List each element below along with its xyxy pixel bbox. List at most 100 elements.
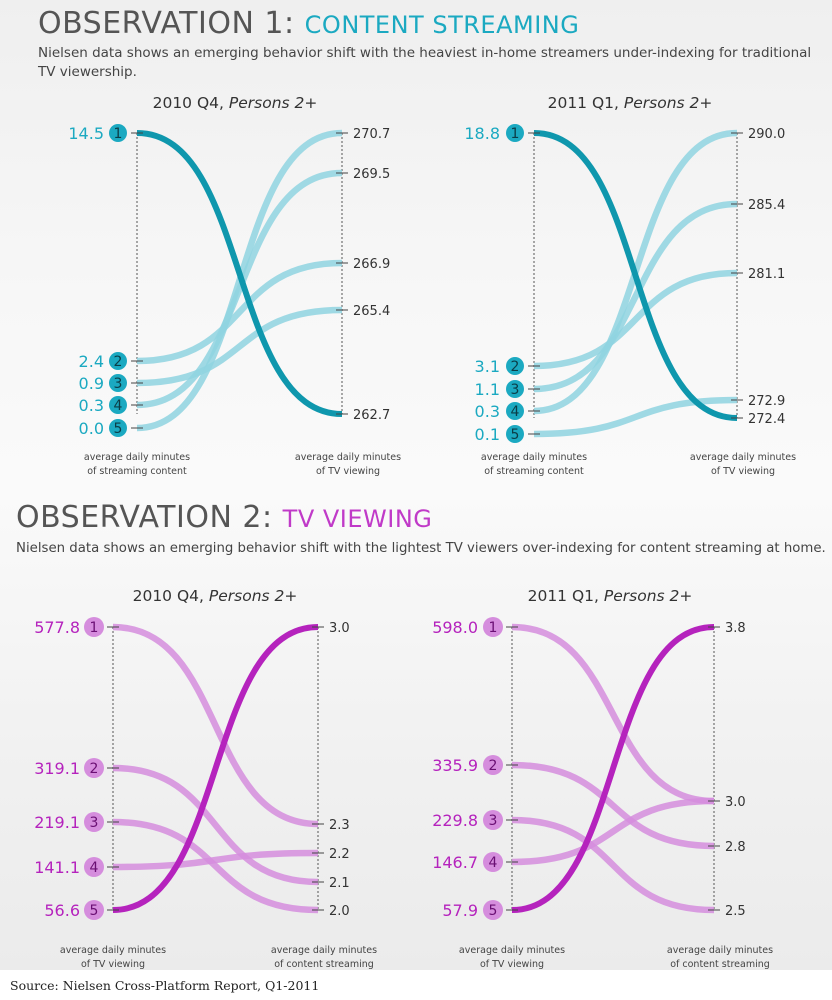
right-value-label: 2.3	[329, 818, 350, 833]
left-value-label: 56.6	[44, 901, 80, 920]
left-value-label: 0.9	[79, 374, 104, 393]
rank-badge	[109, 374, 127, 392]
right-value-label: 285.4	[748, 198, 785, 213]
left-value-label: 577.8	[34, 618, 80, 637]
rank-number: 3	[90, 815, 99, 831]
rank-number: 1	[90, 620, 99, 636]
right-value-label: 272.4	[748, 412, 785, 427]
link-rank-5	[112, 624, 319, 913]
right-value-label: 290.0	[748, 127, 785, 142]
left-value-label: 0.3	[475, 402, 500, 421]
left-axis-caption: of streaming content	[484, 466, 584, 477]
link-rank-1	[112, 623, 319, 828]
rank-number: 3	[489, 813, 498, 829]
rank-number: 2	[489, 758, 498, 774]
link-rank-4	[511, 797, 715, 866]
right-value-label: 3.8	[725, 621, 746, 636]
rank-badge	[483, 810, 503, 830]
chart-title-population: Persons 2+	[209, 587, 298, 605]
link-rank-1	[511, 623, 715, 805]
link-rank-3	[136, 306, 343, 387]
rank-badge	[506, 124, 524, 142]
link-rank-2	[511, 761, 715, 850]
chart-title: 2010 Q4, Persons 2+	[133, 587, 298, 605]
left-axis-caption: average daily minutes	[481, 452, 587, 463]
chart-title-period: 2010 Q4,	[153, 94, 229, 112]
right-value-label: 3.0	[725, 795, 746, 810]
rank-number: 3	[511, 382, 520, 398]
chart-title-period: 2011 Q1,	[548, 94, 624, 112]
right-value-label: 272.9	[748, 394, 785, 409]
observation-2-heading-accent: TV VIEWING	[282, 505, 433, 533]
left-value-label: 18.8	[464, 124, 500, 143]
right-value-label: 2.5	[725, 904, 746, 919]
chart-title: 2011 Q1, Persons 2+	[548, 94, 713, 112]
rank-badge	[506, 357, 524, 375]
rank-number: 2	[114, 354, 123, 370]
right-value-label: 269.5	[353, 167, 390, 182]
right-axis-caption: average daily minutes	[295, 452, 401, 463]
rank-number: 5	[90, 903, 99, 919]
right-value-label: 2.1	[329, 876, 350, 891]
left-value-label: 146.7	[432, 853, 478, 872]
rank-badge	[84, 758, 104, 778]
right-axis-caption: of TV viewing	[711, 466, 775, 477]
rank-badge	[109, 419, 127, 437]
rank-number: 5	[511, 427, 520, 443]
left-value-label: 141.1	[34, 858, 80, 877]
rank-badge	[84, 857, 104, 877]
link-rank-1	[533, 130, 738, 421]
observation-1-heading-prefix: OBSERVATION 1:	[38, 6, 295, 41]
observation-1-heading-accent: CONTENT STREAMING	[304, 11, 580, 39]
rank-badge	[84, 900, 104, 920]
rank-number: 3	[114, 376, 123, 392]
link-rank-5	[511, 624, 715, 913]
observation-2-description: Nielsen data shows an emerging behavior …	[16, 541, 826, 556]
chart-title-population: Persons 2+	[624, 94, 713, 112]
left-value-label: 0.1	[475, 425, 500, 444]
chart-title-period: 2011 Q1,	[528, 587, 604, 605]
right-axis-caption: average daily minutes	[667, 945, 773, 956]
slope-chart-2: 2011 Q1, Persons 2+ 1 18.8 2 3.1 3 1.1 4 0.3 5 0.1…	[464, 94, 796, 477]
left-value-label: 3.1	[475, 357, 500, 376]
chart-title-period: 2010 Q4,	[133, 587, 209, 605]
rank-badge	[506, 402, 524, 420]
right-value-label: 270.7	[353, 127, 390, 142]
link-rank-2	[533, 269, 738, 370]
rank-badge	[483, 617, 503, 637]
rank-number: 4	[511, 404, 520, 420]
right-value-label: 2.2	[329, 847, 350, 862]
rank-badge	[506, 425, 524, 443]
rank-number: 2	[511, 359, 520, 375]
rank-number: 1	[489, 620, 498, 636]
observation-2-heading: OBSERVATION 2: TV VIEWING	[16, 500, 432, 535]
chart-title: 2010 Q4, Persons 2+	[153, 94, 318, 112]
right-axis-caption: average daily minutes	[271, 945, 377, 956]
rank-badge	[109, 352, 127, 370]
link-rank-3	[511, 816, 715, 914]
rank-number: 1	[511, 126, 520, 142]
rank-number: 2	[90, 761, 99, 777]
right-axis-caption: of TV viewing	[316, 466, 380, 477]
rank-number: 4	[114, 398, 123, 414]
right-axis-caption: of content streaming	[274, 959, 374, 970]
left-axis-caption: average daily minutes	[84, 452, 190, 463]
slope-chart-3: 2010 Q4, Persons 2+ 1 577.8 2 319.1 3 219.1 4 14…	[34, 587, 377, 970]
left-value-label: 335.9	[432, 756, 478, 775]
chart-title: 2011 Q1, Persons 2+	[528, 587, 693, 605]
rank-number: 5	[489, 903, 498, 919]
left-value-label: 219.1	[34, 813, 80, 832]
right-value-label: 2.0	[329, 904, 350, 919]
left-axis-caption: average daily minutes	[60, 945, 166, 956]
rank-badge	[483, 900, 503, 920]
slope-chart-1: 2010 Q4, Persons 2+ 1 14.5 2 2.4 3 0.9 4 0.3 5 0.0…	[68, 94, 401, 477]
left-axis-caption: of TV viewing	[81, 959, 145, 970]
link-rank-3	[533, 200, 738, 393]
rank-number: 5	[114, 421, 123, 437]
right-value-label: 2.8	[725, 840, 746, 855]
right-value-label: 262.7	[353, 408, 390, 423]
chart-title-population: Persons 2+	[229, 94, 318, 112]
left-axis-caption: of TV viewing	[480, 959, 544, 970]
observation-1-section: OBSERVATION 1: CONTENT STREAMING Nielsen…	[0, 0, 832, 490]
left-value-label: 57.9	[442, 901, 478, 920]
